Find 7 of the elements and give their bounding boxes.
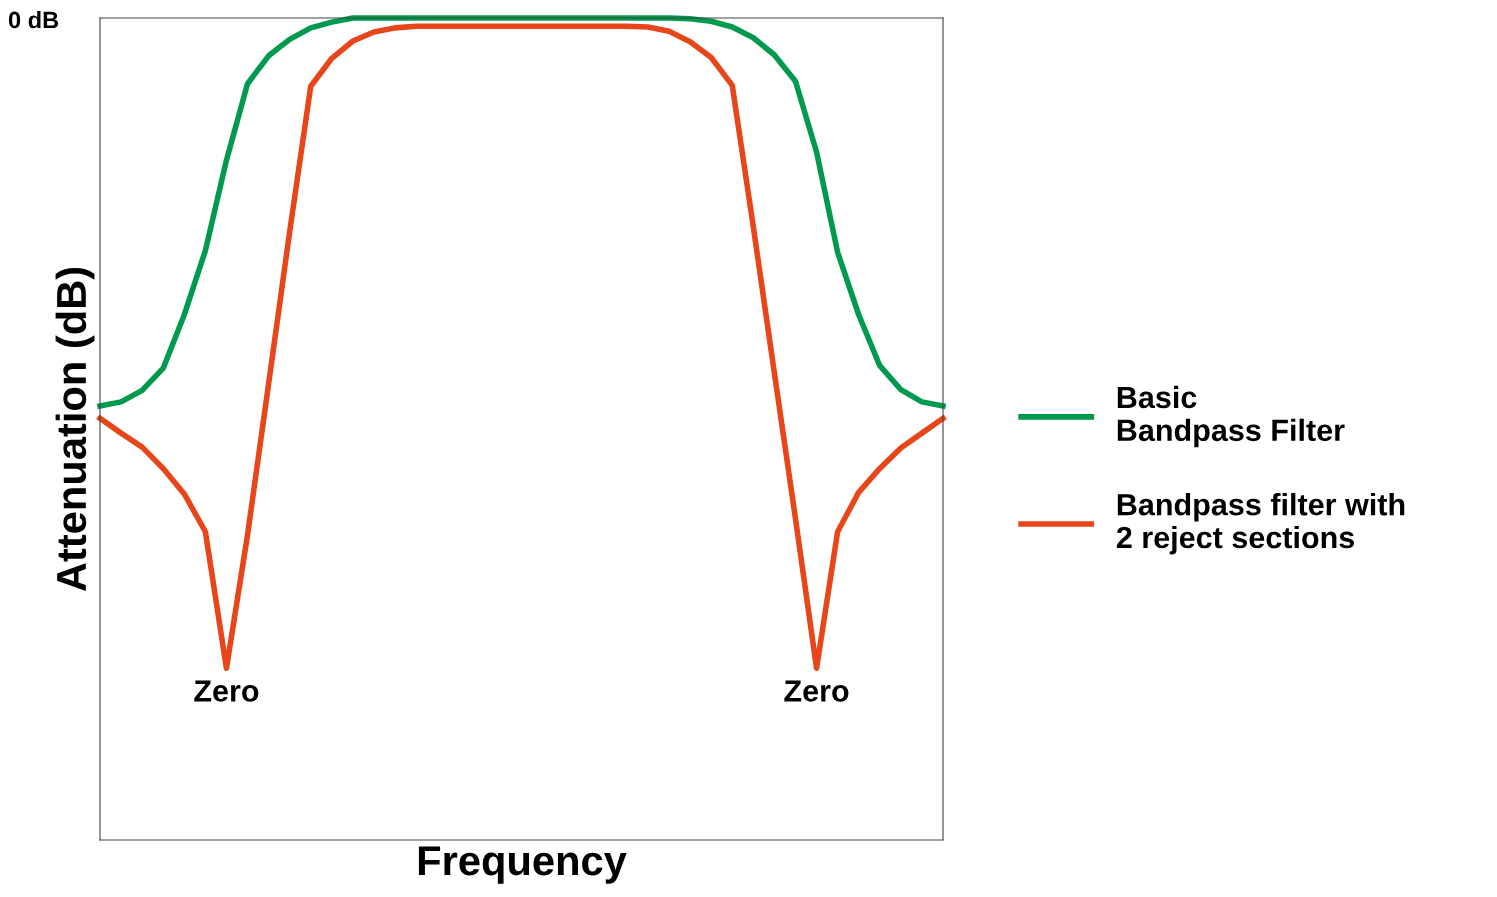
- legend-label: Bandpass filter with 2 reject sections: [1116, 493, 1405, 555]
- text: 0 dB: [8, 11, 59, 29]
- legend-label: Basic Bandpass Filter: [1117, 385, 1345, 448]
- x-axis-title: Frequency: [418, 846, 627, 884]
- annotation: Zero: [194, 680, 259, 702]
- annotation: Zero: [784, 680, 849, 702]
- y-axis-title: Attenuation (dB): [55, 267, 95, 592]
